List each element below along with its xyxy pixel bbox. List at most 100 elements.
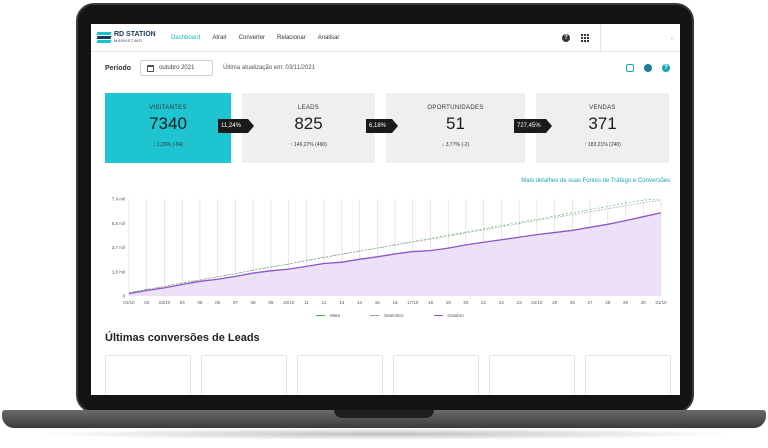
x-tick-label: 24/10 <box>531 300 543 305</box>
x-tick-label: 08 <box>251 300 257 305</box>
conversion-rate-tag: 727,45% <box>514 119 552 133</box>
y-tick-label: 3,7 mil <box>112 245 125 250</box>
account-menu[interactable]: ⌄ <box>600 24 680 52</box>
lead-card[interactable] <box>393 355 479 395</box>
x-tick-label: 19 <box>446 300 452 305</box>
x-tick-label: 25 <box>552 300 558 305</box>
traffic-details-link[interactable]: Mais detalhes de suas Fontes de Tráfego … <box>521 178 670 184</box>
rd-station-logo[interactable]: RD STATION MARKETING <box>96 30 161 44</box>
menu-atrair[interactable]: Atrair <box>212 34 227 41</box>
y-tick-label: 5,5 mil <box>112 221 125 226</box>
recent-conversions-title: Últimas conversões de Leads <box>105 332 260 344</box>
period-select[interactable]: outubro 2021 <box>140 60 214 76</box>
x-tick-label: 20 <box>463 300 469 305</box>
x-tick-label: 13 <box>339 300 345 305</box>
legend-item-outubro[interactable]: Outubro <box>433 313 464 318</box>
x-tick-label: 22 <box>499 300 505 305</box>
series-line-outubro <box>128 212 662 295</box>
kpi-value: 51 <box>446 114 465 133</box>
x-tick-label: 21 <box>481 300 487 305</box>
last-update-text: Última atualização em: 03/11/2021 <box>223 65 316 71</box>
y-tick-label: 0 <box>122 294 125 299</box>
kpi-oportunidades[interactable]: OPORTUNIDADES 51 ↓ 3,77% (-2) <box>386 93 525 163</box>
x-tick-label: 18 <box>428 300 434 305</box>
chart-legend: Meta Setembro Outubro <box>316 313 494 318</box>
menu-relacionar[interactable]: Relacionar <box>277 34 306 41</box>
x-tick-label: 03/10 <box>159 300 171 305</box>
x-tick-label: 11 <box>304 300 309 305</box>
logo-line1: RD STATION <box>114 30 156 38</box>
laptop-base <box>2 410 766 428</box>
x-tick-label: 15 <box>375 300 381 305</box>
x-tick-label: 07 <box>233 300 239 305</box>
kpi-title: VISITANTES <box>149 105 187 111</box>
kpi-delta: ↑ 146,27% (490) <box>290 142 327 148</box>
kpi-visitantes[interactable]: VISITANTES 7340 ↓ 1,26% (-94) <box>105 93 231 163</box>
logo-mark-icon <box>96 31 112 44</box>
x-tick-label: 06 <box>215 300 221 305</box>
lead-card[interactable] <box>489 355 575 395</box>
help-icon[interactable]: ? <box>562 33 570 42</box>
lead-card[interactable] <box>201 355 287 395</box>
apps-grid-icon[interactable] <box>581 33 589 42</box>
kpi-value: 825 <box>294 114 323 133</box>
x-tick-label: 05 <box>197 300 203 305</box>
lead-card[interactable] <box>585 355 671 395</box>
x-tick-label: 09 <box>268 300 274 305</box>
kpi-value: 371 <box>588 114 617 133</box>
laptop-notch <box>334 410 434 418</box>
menu-converter[interactable]: Converter <box>238 34 266 41</box>
x-tick-label: 30 <box>641 300 647 305</box>
help-circle-icon[interactable]: ? <box>662 64 670 72</box>
x-tick-label: 01/10 <box>123 300 135 305</box>
kpi-value: 7340 <box>149 114 187 133</box>
laptop-shadow <box>30 428 738 440</box>
y-tick-label: 7,4 mil <box>112 197 125 202</box>
gear-icon[interactable] <box>644 64 652 72</box>
legend-item-setembro[interactable]: Setembro <box>370 313 404 318</box>
x-tick-label: 31/10 <box>655 300 667 305</box>
calendar-icon <box>147 64 155 72</box>
kpi-delta: ↓ 3,77% (-2) <box>441 142 470 148</box>
lead-card[interactable] <box>297 355 383 395</box>
conversion-rate-tag: 11,24% <box>218 119 254 133</box>
kpi-delta: ↓ 1,26% (-94) <box>152 142 183 148</box>
x-tick-label: 23 <box>517 300 523 305</box>
x-tick-label: 28 <box>605 300 611 305</box>
kpi-leads[interactable]: LEADS 825 ↑ 146,27% (490) <box>242 93 375 163</box>
kpi-title: OPORTUNIDADES <box>427 105 484 111</box>
legend-item-meta[interactable]: Meta <box>316 313 340 318</box>
period-value: outubro 2021 <box>159 65 195 71</box>
period-bar: Período outubro 2021 Última atualização … <box>105 60 315 76</box>
chevron-down-icon: ⌄ <box>669 34 674 41</box>
y-tick-label: 1,8 mil <box>112 269 125 274</box>
main-menu: Dashboard Atrair Converter Relacionar An… <box>171 35 351 41</box>
menu-dashboard[interactable]: Dashboard <box>171 34 201 41</box>
lead-card[interactable] <box>105 355 191 395</box>
app-screen: RD STATION MARKETING Dashboard Atrair Co… <box>91 24 680 395</box>
dashboard-tools: ? <box>616 64 670 72</box>
x-tick-label: 27 <box>588 300 594 305</box>
x-tick-label: 26 <box>570 300 576 305</box>
kpi-vendas[interactable]: VENDAS 371 ↑ 183,21% (240) <box>536 93 669 163</box>
x-tick-label: 04 <box>180 300 186 305</box>
x-tick-label: 16 <box>392 300 398 305</box>
menu-analisar[interactable]: Analisar <box>317 34 340 41</box>
x-tick-label: 02 <box>144 300 150 305</box>
instagram-icon[interactable] <box>626 64 634 72</box>
top-nav: RD STATION MARKETING Dashboard Atrair Co… <box>91 24 680 52</box>
kpi-title: VENDAS <box>589 105 616 111</box>
period-label: Período <box>105 64 132 72</box>
x-tick-label: 17/10 <box>407 300 419 305</box>
x-tick-label: 12 <box>322 300 328 305</box>
series-line-setembro <box>128 199 662 294</box>
x-tick-label: 14 <box>357 300 363 305</box>
x-tick-label: 10/10 <box>283 300 295 305</box>
visitors-line-chart: 7,4 mil 5,5 mil 3,7 mil 1,8 mil 001/10 02 03/1… <box>112 197 667 306</box>
kpi-title: LEADS <box>297 105 320 111</box>
x-tick-label: 29 <box>623 300 629 305</box>
logo-line2: MARKETING <box>114 37 143 43</box>
conversion-rate-tag: 6,18% <box>366 119 398 133</box>
kpi-delta: ↑ 183,21% (240) <box>584 142 621 148</box>
